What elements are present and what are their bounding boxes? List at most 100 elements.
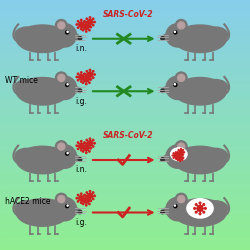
- Circle shape: [194, 208, 196, 209]
- Ellipse shape: [70, 86, 80, 93]
- Bar: [0, 90, 250, 94]
- Bar: [0, 69, 250, 72]
- Ellipse shape: [204, 80, 228, 95]
- Circle shape: [84, 77, 89, 82]
- Circle shape: [85, 24, 86, 25]
- Circle shape: [53, 145, 76, 168]
- Circle shape: [84, 201, 85, 202]
- Circle shape: [84, 24, 89, 29]
- Circle shape: [79, 74, 84, 80]
- Circle shape: [89, 200, 91, 201]
- Circle shape: [67, 152, 68, 154]
- Circle shape: [86, 22, 87, 23]
- Circle shape: [58, 74, 65, 82]
- Bar: [0, 169, 250, 172]
- Circle shape: [77, 80, 79, 81]
- Circle shape: [92, 139, 94, 141]
- Circle shape: [76, 145, 78, 146]
- Bar: [0, 144, 250, 147]
- Circle shape: [66, 152, 69, 155]
- Bar: [0, 197, 250, 200]
- Bar: [0, 112, 250, 116]
- Circle shape: [80, 72, 82, 73]
- Bar: [0, 28, 250, 31]
- Bar: [0, 100, 250, 103]
- Bar: [0, 138, 250, 140]
- Bar: [0, 81, 250, 84]
- Bar: [0, 206, 250, 210]
- Ellipse shape: [15, 80, 38, 95]
- Circle shape: [80, 202, 82, 203]
- Bar: [0, 66, 250, 69]
- Bar: [0, 88, 250, 90]
- Ellipse shape: [187, 199, 213, 218]
- Bar: [0, 38, 250, 40]
- Circle shape: [77, 194, 79, 196]
- Circle shape: [85, 21, 86, 23]
- Circle shape: [174, 204, 177, 208]
- Bar: [0, 56, 250, 59]
- Circle shape: [183, 157, 184, 158]
- Circle shape: [53, 198, 76, 221]
- Bar: [0, 59, 250, 62]
- Bar: [0, 6, 250, 9]
- Ellipse shape: [171, 148, 187, 161]
- Circle shape: [175, 158, 176, 159]
- Circle shape: [76, 24, 78, 25]
- Text: i.g.: i.g.: [76, 97, 88, 106]
- Bar: [0, 97, 250, 100]
- Circle shape: [166, 76, 190, 100]
- Circle shape: [92, 146, 94, 147]
- Bar: [0, 128, 250, 131]
- Circle shape: [84, 27, 85, 28]
- Bar: [0, 94, 250, 97]
- Circle shape: [92, 192, 94, 193]
- Circle shape: [175, 72, 187, 84]
- Circle shape: [174, 152, 177, 155]
- Circle shape: [88, 20, 92, 24]
- Bar: [0, 12, 250, 16]
- Circle shape: [56, 193, 67, 205]
- Bar: [0, 150, 250, 153]
- Circle shape: [76, 76, 78, 78]
- Bar: [0, 84, 250, 87]
- Circle shape: [174, 84, 176, 85]
- Circle shape: [77, 148, 79, 150]
- Circle shape: [94, 74, 95, 75]
- Circle shape: [88, 141, 92, 146]
- Circle shape: [89, 30, 90, 31]
- Circle shape: [78, 89, 82, 92]
- Text: i.n.: i.n.: [76, 166, 88, 174]
- Text: WT mice: WT mice: [5, 76, 38, 84]
- Circle shape: [175, 193, 187, 205]
- Bar: [0, 34, 250, 37]
- Circle shape: [85, 198, 86, 199]
- Circle shape: [89, 23, 90, 24]
- Circle shape: [86, 192, 88, 193]
- Circle shape: [175, 20, 187, 31]
- Bar: [0, 225, 250, 228]
- Bar: [0, 50, 250, 53]
- Circle shape: [85, 142, 86, 144]
- Circle shape: [92, 198, 94, 200]
- Circle shape: [66, 204, 69, 208]
- Circle shape: [82, 23, 84, 24]
- Circle shape: [175, 152, 176, 153]
- Bar: [0, 78, 250, 81]
- Circle shape: [178, 74, 185, 82]
- Circle shape: [203, 204, 205, 206]
- Bar: [0, 131, 250, 134]
- Circle shape: [174, 152, 176, 154]
- Circle shape: [86, 196, 87, 197]
- Bar: [0, 203, 250, 206]
- Circle shape: [82, 203, 84, 204]
- Circle shape: [178, 22, 185, 29]
- Bar: [0, 178, 250, 181]
- Bar: [0, 234, 250, 238]
- Circle shape: [82, 144, 84, 146]
- Bar: [0, 240, 250, 244]
- Circle shape: [85, 76, 86, 78]
- Circle shape: [180, 155, 181, 156]
- Bar: [0, 172, 250, 175]
- Circle shape: [161, 89, 164, 92]
